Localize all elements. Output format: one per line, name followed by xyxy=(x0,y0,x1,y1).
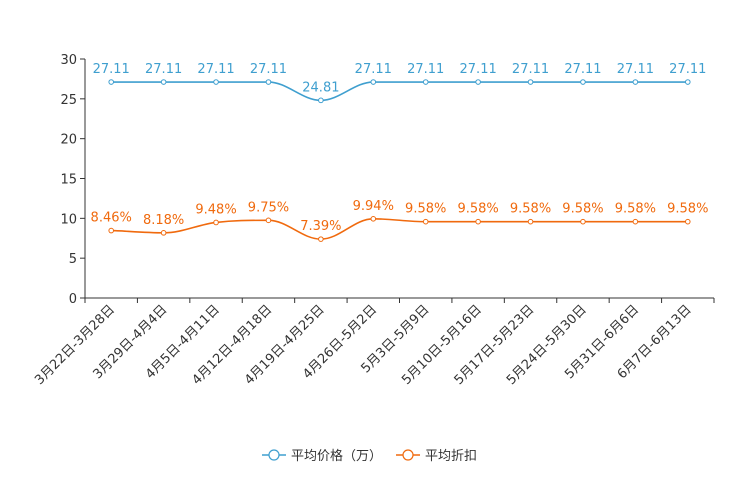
data-point xyxy=(213,79,219,85)
data-label: 27.11 xyxy=(564,62,601,77)
data-point xyxy=(684,79,691,85)
y-tick-label: 20 xyxy=(60,133,77,148)
data-label: 27.11 xyxy=(355,62,392,77)
data-point xyxy=(318,236,324,242)
legend-label: 平均价格（万） xyxy=(291,448,382,464)
data-point xyxy=(265,79,272,85)
data-point xyxy=(527,79,534,85)
legend-label: 平均折扣 xyxy=(425,449,477,464)
legend-item-0: 平均价格（万） xyxy=(262,448,382,464)
data-point xyxy=(108,79,115,85)
data-label: 9.94% xyxy=(353,199,394,214)
legend: 平均价格（万） 平均折扣 xyxy=(262,448,477,464)
data-label: 9.58% xyxy=(562,202,603,217)
y-tick-label: 0 xyxy=(69,292,77,307)
y-tick-label: 25 xyxy=(60,93,77,108)
data-point xyxy=(370,216,377,222)
data-point xyxy=(580,79,586,85)
data-label: 27.11 xyxy=(93,62,130,77)
legend-marker xyxy=(268,449,280,461)
series-0: 27.11 27.11 27.11 27.11 24.81 27.11 27.11 27.11… xyxy=(93,62,706,104)
data-label: 8.46% xyxy=(91,211,132,226)
data-label: 9.58% xyxy=(457,202,498,217)
series-line xyxy=(111,218,688,240)
series-1: 8.46% 8.18% 9.48% 9.75% 7.39% 9.94% 9.58% 9.58%… xyxy=(91,199,708,242)
data-point xyxy=(370,79,377,85)
data-point xyxy=(684,218,691,225)
y-tick-label: 5 xyxy=(69,252,77,267)
legend-marker xyxy=(402,449,414,461)
data-label: 27.11 xyxy=(250,62,287,77)
y-tick-label: 10 xyxy=(60,212,77,227)
data-label: 9.75% xyxy=(248,200,289,215)
data-label: 27.11 xyxy=(617,62,654,77)
data-point xyxy=(527,218,534,225)
data-label: 8.18% xyxy=(143,213,184,228)
data-point xyxy=(108,227,115,234)
data-point xyxy=(160,230,167,236)
series-layer: 27.11 27.11 27.11 27.11 24.81 27.11 27.11 27.11… xyxy=(91,62,708,242)
data-label: 9.58% xyxy=(510,202,551,217)
data-point xyxy=(632,218,639,225)
data-label: 9.58% xyxy=(615,202,656,217)
data-point xyxy=(265,217,272,224)
data-label: 7.39% xyxy=(300,219,341,234)
y-tick-label: 30 xyxy=(60,53,77,68)
data-point xyxy=(213,219,219,226)
data-label: 27.11 xyxy=(407,62,444,77)
data-point xyxy=(632,79,639,85)
data-label: 9.58% xyxy=(667,202,708,217)
data-label: 27.11 xyxy=(669,62,706,77)
data-point xyxy=(422,218,429,225)
data-label: 27.11 xyxy=(145,62,182,77)
data-point xyxy=(475,218,481,225)
y-tick-label: 15 xyxy=(60,173,77,188)
data-label: 9.48% xyxy=(195,202,236,217)
data-label: 27.11 xyxy=(460,62,497,77)
data-label: 24.81 xyxy=(302,80,339,95)
data-label: 27.11 xyxy=(197,62,234,77)
data-point xyxy=(160,79,167,85)
data-point xyxy=(318,97,324,104)
data-label: 9.58% xyxy=(405,202,446,217)
legend-item-1: 平均折扣 xyxy=(396,449,477,464)
series-line xyxy=(111,81,688,102)
data-point xyxy=(580,218,586,225)
data-point xyxy=(422,79,429,85)
data-point xyxy=(475,79,481,85)
data-label: 27.11 xyxy=(512,62,549,77)
